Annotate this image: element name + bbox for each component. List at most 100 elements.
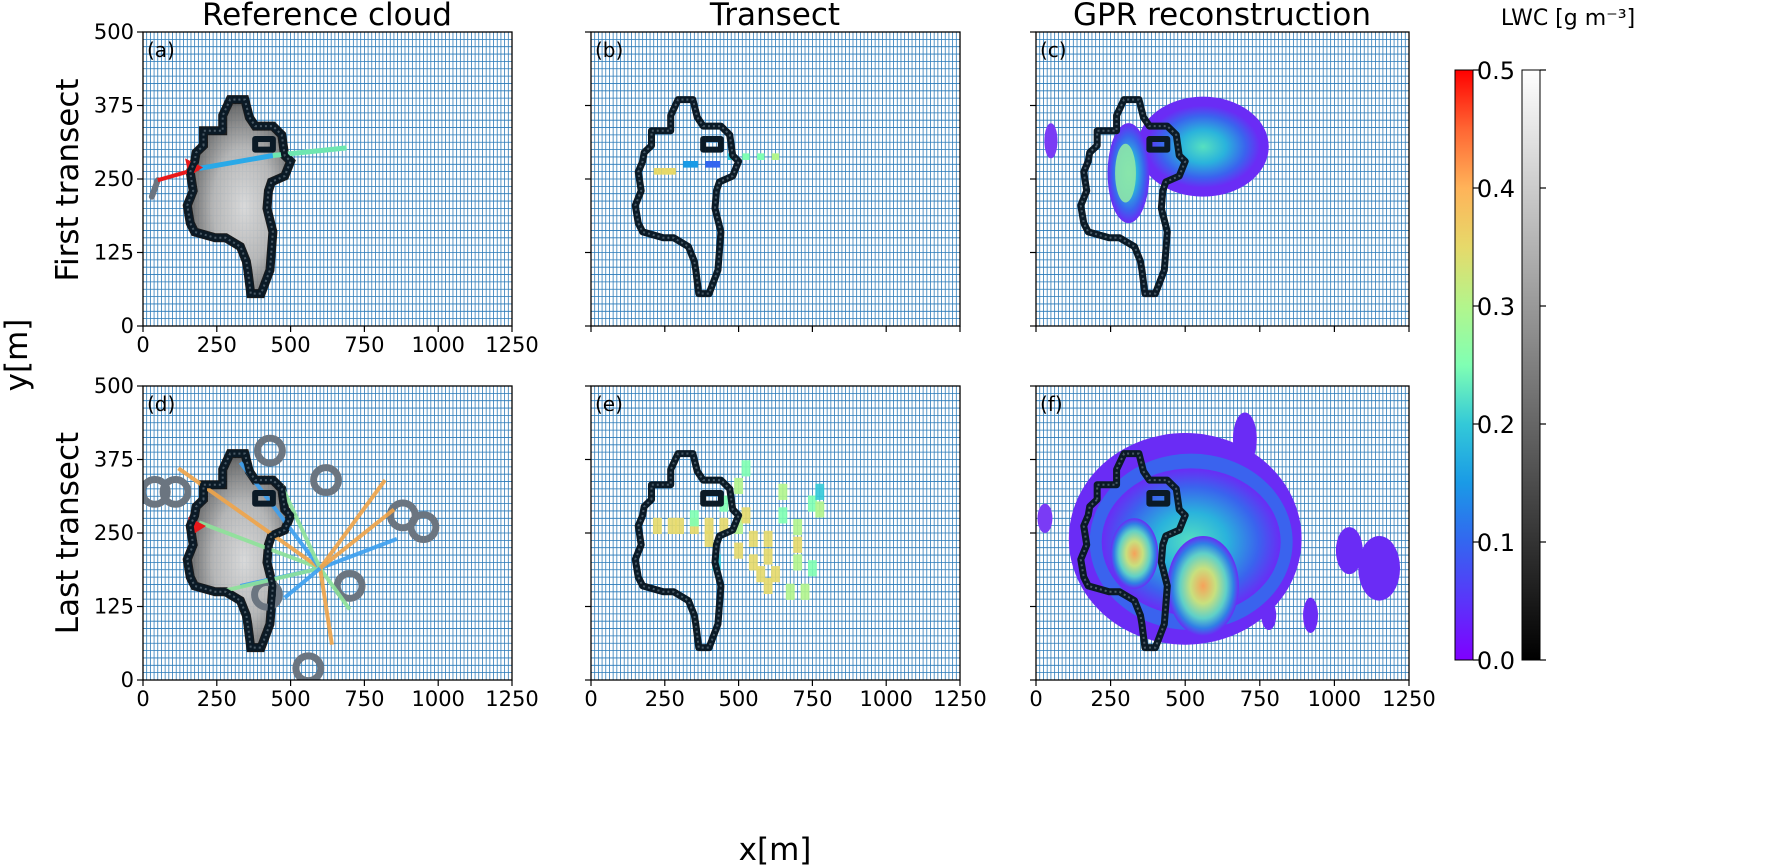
colorbar-gray	[1521, 69, 1541, 661]
loiter-circle	[159, 475, 192, 508]
x-axis-label: x[m]	[739, 832, 812, 866]
cloud-outline	[183, 96, 295, 298]
sampled-cell	[771, 153, 780, 160]
gpr-field	[1044, 123, 1058, 159]
row-label-first-transect: First transect	[50, 78, 86, 281]
panel-letter: (a)	[147, 38, 175, 62]
sampled-cell	[748, 554, 758, 571]
transect-segment	[318, 507, 396, 570]
x-tick-label: 1250	[933, 687, 986, 711]
x-tick-label: 1250	[1382, 687, 1435, 711]
y-tick-label: 250	[94, 521, 134, 545]
sampled-cell	[748, 530, 758, 547]
gpr-field	[1115, 143, 1136, 203]
plot-area	[143, 386, 512, 680]
x-tick-label: 0	[136, 687, 149, 711]
x-tick-label: 0	[136, 333, 149, 357]
sampled-cell	[734, 517, 744, 535]
y-tick-label: 500	[94, 20, 134, 44]
x-tick-label: 250	[197, 333, 237, 357]
transect-segment	[198, 520, 321, 571]
sampled-cell	[793, 554, 803, 571]
loiter-circle	[310, 464, 342, 496]
sampled-cell	[815, 483, 825, 500]
gpr-field	[1232, 412, 1257, 466]
transect-segment	[198, 153, 274, 171]
y-tick-label: 125	[94, 595, 134, 619]
loiter-circle	[143, 475, 171, 508]
sampled-cell	[807, 495, 817, 512]
sampled-cell	[712, 160, 721, 168]
sampled-cell	[689, 510, 699, 527]
panel-e: (e) 0 250 500 750 1000 1250	[584, 385, 987, 711]
x-tick-label: 500	[271, 333, 311, 357]
sampled-cell	[785, 583, 795, 600]
panel-letter: (f)	[1040, 392, 1063, 416]
x-tick-label: 250	[197, 687, 237, 711]
sampled-cell	[705, 160, 713, 168]
x-tick-label: 0	[584, 687, 597, 711]
y-axis-label: y[m]	[0, 319, 35, 392]
x-tick-label: 500	[719, 687, 759, 711]
sampled-cell	[704, 530, 714, 547]
plot-area	[1036, 32, 1409, 326]
x-tick-label: 1000	[411, 333, 464, 357]
cloud-outline	[183, 450, 295, 652]
sampled-cell	[661, 168, 669, 175]
row-label-last-transect: Last transect	[50, 432, 86, 634]
sampled-cell	[815, 501, 825, 518]
loiter-circle	[407, 511, 440, 544]
transect-segment	[318, 567, 352, 611]
sampled-cell	[757, 153, 765, 160]
cloud-outline	[631, 450, 743, 652]
panel-letter: (e)	[595, 392, 623, 416]
grid	[591, 32, 960, 326]
y-tick-label: 375	[94, 448, 134, 472]
x-tick-label: 1000	[859, 687, 912, 711]
gpr-field	[1358, 535, 1401, 601]
sampled-cell	[763, 548, 773, 565]
sampled-cell	[793, 536, 803, 553]
loiter-circle	[292, 652, 325, 680]
col-title-reference-cloud: Reference cloud	[202, 0, 452, 33]
sampled-cell	[683, 160, 691, 168]
x-tick-label: 1000	[1308, 687, 1361, 711]
x-tick-label: 750	[1240, 687, 1280, 711]
sampled-cell	[741, 460, 751, 477]
gpr-field	[1146, 105, 1260, 188]
x-tick-label: 1000	[411, 687, 464, 711]
sampled-cell	[734, 477, 744, 495]
gpr-field	[1335, 527, 1363, 575]
x-tick-label: 500	[271, 687, 311, 711]
transect-segment	[318, 478, 387, 570]
plot-area	[143, 32, 512, 326]
col-title-gpr-reconstruction: GPR reconstruction	[1073, 0, 1371, 33]
panel-f: (f) 0 250 500 750 1000 1250	[1029, 385, 1436, 711]
sampled-cell	[667, 517, 677, 535]
sampled-cell	[763, 577, 773, 595]
sampled-cell	[742, 153, 750, 160]
panel-b: (b)	[585, 31, 961, 332]
gpr-field	[1303, 597, 1318, 633]
grid	[591, 386, 960, 680]
sampled-cell	[756, 566, 766, 583]
y-tick-label: 0	[121, 668, 134, 692]
cloud-outline	[1077, 450, 1189, 652]
sampled-cell	[741, 507, 751, 524]
loiter-circle	[254, 434, 286, 467]
sampled-cell	[778, 483, 788, 500]
gpr-field	[1167, 535, 1239, 636]
colorbar-rainbow	[1454, 69, 1474, 661]
transect-segment	[283, 566, 322, 600]
plot-area	[591, 32, 960, 326]
x-tick-label: 0	[1029, 687, 1042, 711]
gpr-field	[1110, 518, 1159, 589]
sampled-cell	[778, 507, 788, 524]
transect-segment	[319, 537, 398, 571]
x-tick-label: 500	[1165, 687, 1205, 711]
x-tick-label: 250	[1091, 687, 1131, 711]
sampled-cell	[719, 517, 729, 535]
panel-a: (a) 0 250 500 750 1000 1250 0 125 250 375 500	[94, 20, 539, 357]
x-tick-label: 1250	[485, 687, 538, 711]
